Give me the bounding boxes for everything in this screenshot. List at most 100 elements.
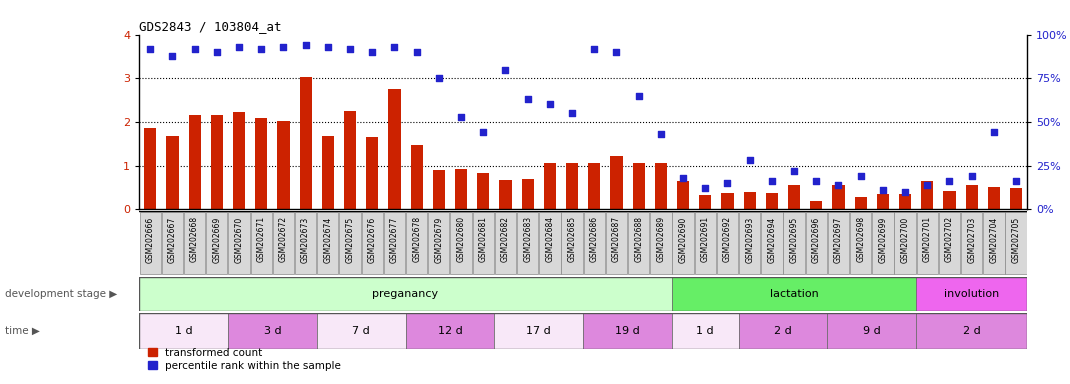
Bar xyxy=(944,191,956,209)
FancyBboxPatch shape xyxy=(672,313,738,349)
FancyBboxPatch shape xyxy=(406,313,494,349)
Point xyxy=(719,180,736,186)
Point xyxy=(453,114,470,120)
Bar xyxy=(610,156,623,209)
Text: GSM202678: GSM202678 xyxy=(412,216,422,262)
Bar xyxy=(411,145,423,209)
Bar xyxy=(144,129,156,209)
FancyBboxPatch shape xyxy=(961,212,982,274)
FancyBboxPatch shape xyxy=(317,212,338,274)
Text: time ▶: time ▶ xyxy=(5,326,41,336)
Bar xyxy=(988,187,1000,209)
Point xyxy=(253,45,270,51)
FancyBboxPatch shape xyxy=(739,212,761,274)
Bar xyxy=(255,118,268,209)
FancyBboxPatch shape xyxy=(672,212,693,274)
Point xyxy=(963,173,980,179)
FancyBboxPatch shape xyxy=(473,212,494,274)
Text: GSM202679: GSM202679 xyxy=(434,216,443,263)
Point xyxy=(897,189,914,195)
Text: GSM202667: GSM202667 xyxy=(168,216,177,263)
Text: GSM202673: GSM202673 xyxy=(301,216,310,263)
Text: GSM202692: GSM202692 xyxy=(723,216,732,262)
FancyBboxPatch shape xyxy=(694,212,716,274)
Point xyxy=(475,129,492,136)
FancyBboxPatch shape xyxy=(583,313,672,349)
Text: 2 d: 2 d xyxy=(774,326,792,336)
Point xyxy=(674,175,691,181)
FancyBboxPatch shape xyxy=(806,212,827,274)
Text: lactation: lactation xyxy=(769,289,819,299)
Point xyxy=(852,173,869,179)
FancyBboxPatch shape xyxy=(494,212,516,274)
FancyBboxPatch shape xyxy=(761,212,782,274)
Text: GSM202687: GSM202687 xyxy=(612,216,621,262)
Point xyxy=(230,44,247,50)
Point xyxy=(386,44,403,50)
Text: preganancy: preganancy xyxy=(372,289,439,299)
Text: GSM202666: GSM202666 xyxy=(146,216,155,263)
Text: GSM202693: GSM202693 xyxy=(745,216,754,263)
Point xyxy=(830,182,847,188)
Point xyxy=(564,110,581,116)
Text: GSM202688: GSM202688 xyxy=(635,216,643,262)
Point xyxy=(541,101,559,108)
Text: GSM202695: GSM202695 xyxy=(790,216,798,263)
Bar xyxy=(566,164,578,209)
Text: GSM202704: GSM202704 xyxy=(990,216,998,263)
FancyBboxPatch shape xyxy=(1006,212,1027,274)
Point xyxy=(164,53,181,59)
Point xyxy=(697,185,714,191)
FancyBboxPatch shape xyxy=(139,277,672,311)
Text: GSM202681: GSM202681 xyxy=(478,216,488,262)
Bar xyxy=(388,89,400,209)
Text: GSM202669: GSM202669 xyxy=(212,216,221,263)
Bar xyxy=(233,112,245,209)
Text: GSM202676: GSM202676 xyxy=(368,216,377,263)
Text: GSM202675: GSM202675 xyxy=(346,216,354,263)
Text: development stage ▶: development stage ▶ xyxy=(5,289,118,299)
Bar xyxy=(366,137,379,209)
FancyBboxPatch shape xyxy=(139,313,228,349)
Bar xyxy=(699,195,712,209)
Text: GSM202697: GSM202697 xyxy=(834,216,843,263)
Point xyxy=(186,45,203,51)
FancyBboxPatch shape xyxy=(917,212,938,274)
FancyBboxPatch shape xyxy=(539,212,561,274)
Text: 17 d: 17 d xyxy=(526,326,551,336)
Bar xyxy=(632,164,645,209)
FancyBboxPatch shape xyxy=(938,212,960,274)
Point xyxy=(1008,178,1025,184)
Text: GSM202677: GSM202677 xyxy=(389,216,399,263)
FancyBboxPatch shape xyxy=(428,212,449,274)
FancyBboxPatch shape xyxy=(717,212,738,274)
Bar xyxy=(677,181,689,209)
FancyBboxPatch shape xyxy=(738,313,827,349)
Bar xyxy=(432,170,445,209)
Bar xyxy=(965,185,978,209)
Point xyxy=(341,45,358,51)
Point xyxy=(742,157,759,164)
FancyBboxPatch shape xyxy=(494,313,583,349)
FancyBboxPatch shape xyxy=(406,212,427,274)
FancyBboxPatch shape xyxy=(362,212,383,274)
Bar xyxy=(721,193,734,209)
Text: GSM202674: GSM202674 xyxy=(323,216,333,263)
Text: 1 d: 1 d xyxy=(174,326,193,336)
Text: GSM202682: GSM202682 xyxy=(501,216,510,262)
Point xyxy=(874,187,891,193)
Bar xyxy=(588,164,600,209)
FancyBboxPatch shape xyxy=(184,212,205,274)
FancyBboxPatch shape xyxy=(207,212,228,274)
FancyBboxPatch shape xyxy=(916,277,1027,311)
Text: GSM202680: GSM202680 xyxy=(457,216,465,262)
FancyBboxPatch shape xyxy=(583,212,605,274)
Point xyxy=(519,96,536,102)
Text: 9 d: 9 d xyxy=(862,326,881,336)
Bar xyxy=(788,185,800,209)
Bar xyxy=(655,164,667,209)
FancyBboxPatch shape xyxy=(895,212,916,274)
Text: GSM202691: GSM202691 xyxy=(701,216,709,262)
Bar xyxy=(166,136,179,209)
Text: GSM202686: GSM202686 xyxy=(590,216,599,262)
